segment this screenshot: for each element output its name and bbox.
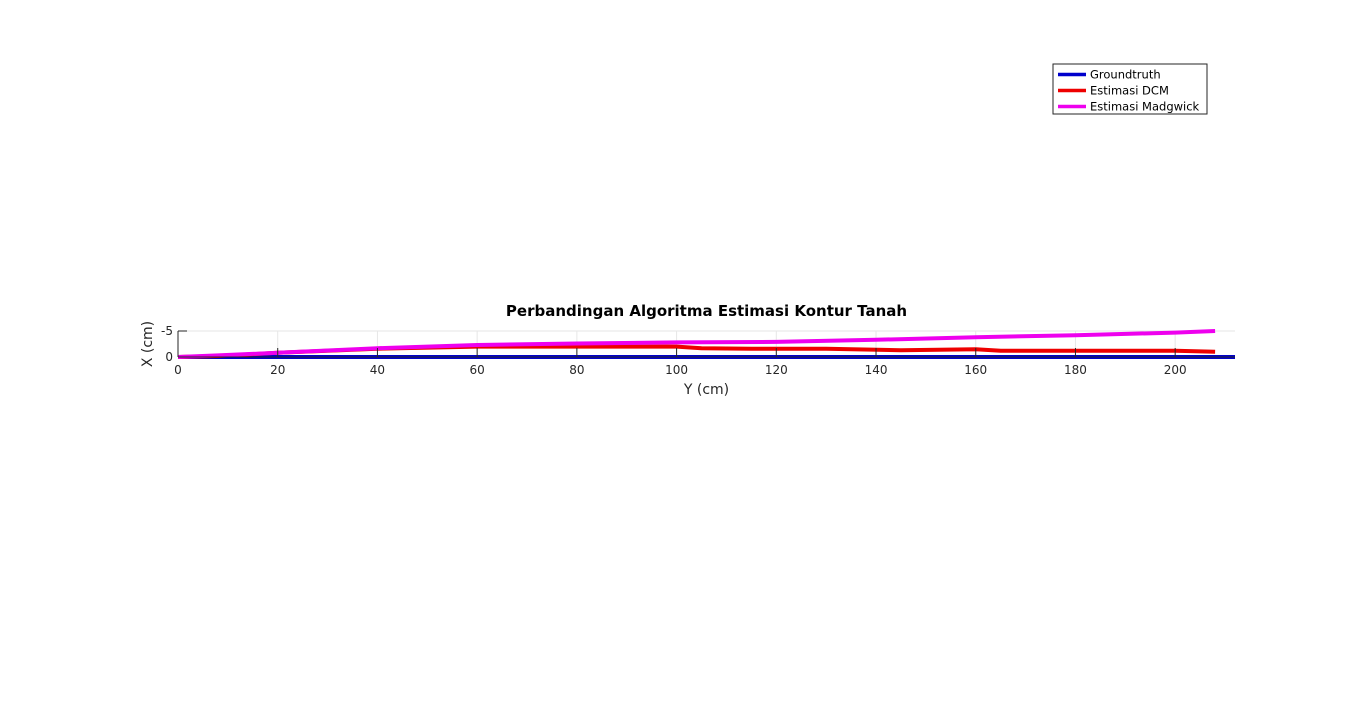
x-tick-label: 140 [865,363,888,377]
y-tick-label: 0 [165,350,173,364]
legend-label-estimasi-dcm: Estimasi DCM [1090,84,1169,98]
x-tick-label: 160 [964,363,987,377]
legend: Groundtruth Estimasi DCM Estimasi Madgwi… [1052,63,1208,115]
x-tick-label: 20 [270,363,285,377]
y-axis-label: X (cm) [140,321,156,367]
x-tick-label: 120 [765,363,788,377]
x-tick-label: 80 [569,363,584,377]
y-tick-label: -5 [161,324,173,338]
x-tick-label: 0 [174,363,182,377]
legend-label-estimasi-madgwick: Estimasi Madgwick [1090,100,1200,114]
chart-title: Perbandingan Algoritma Estimasi Kontur T… [506,302,907,320]
x-tick-label: 100 [665,363,688,377]
x-tick-label: 40 [370,363,385,377]
x-tick-label: 180 [1064,363,1087,377]
x-axis-label: Y (cm) [683,382,729,398]
x-tick-label: 60 [470,363,485,377]
legend-label-groundtruth: Groundtruth [1090,68,1161,82]
axes: 0 20 40 60 80 100 120 140 160 180 200 -5 0 [161,324,1235,377]
x-tick-label: 200 [1164,363,1187,377]
